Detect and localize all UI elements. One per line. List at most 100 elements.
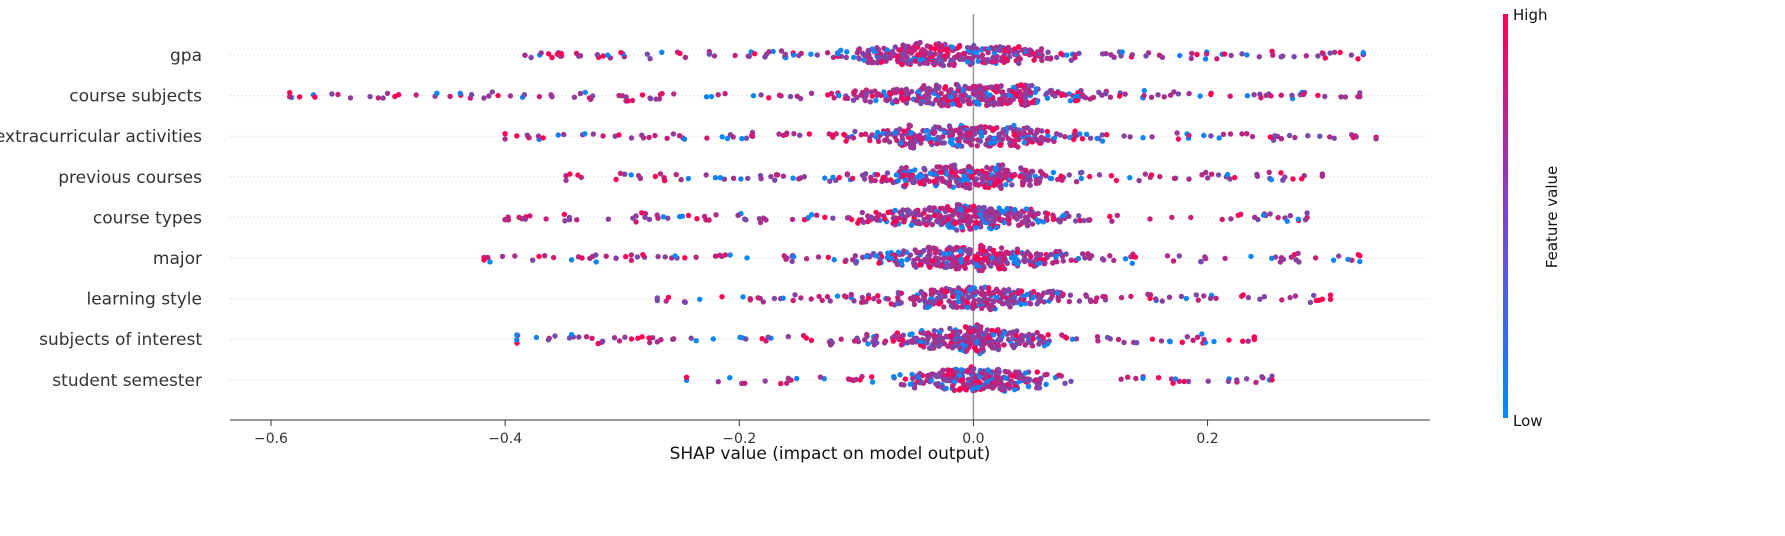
shap-point [1360,49,1367,56]
shap-point [1129,52,1136,58]
shap-point [600,53,606,59]
shap-point [872,177,878,184]
shap-point [525,134,532,141]
shap-point [902,376,909,382]
x-axis-title: SHAP value (impact on model output) [670,444,991,464]
shap-point [949,246,956,252]
shap-point [1330,257,1337,263]
shap-point [642,214,648,220]
shap-point [967,286,973,293]
shap-point [1290,176,1296,182]
shap-point [947,139,954,145]
shap-point [1018,288,1025,294]
shap-point [935,289,941,296]
shap-point [907,252,914,258]
shap-point [628,252,634,258]
shap-point [1094,135,1100,142]
shap-point [759,336,765,342]
shap-point [760,299,766,305]
shap-point [312,94,318,100]
shap-point [1251,92,1257,98]
shap-point [941,304,947,310]
shap-point [774,172,781,178]
shap-point [948,163,954,169]
shap-point [1022,218,1028,224]
shap-point [815,254,822,260]
shap-point [978,285,985,291]
shap-point [1319,171,1326,177]
shap-point [1014,49,1021,55]
feature-labels: gpa course subjects extracurricular activi… [0,46,202,391]
shap-point [1220,131,1227,137]
shap-point [1020,131,1027,137]
shap-point [1249,133,1256,140]
shap-point [796,52,802,59]
shap-point [1292,134,1298,141]
shap-point [943,377,950,384]
shap-point [1208,133,1214,139]
shap-point [916,297,923,303]
shap-point [990,102,997,108]
shap-point [995,366,1002,373]
shap-point [1272,254,1279,260]
shap-point [657,171,664,177]
shap-point [543,216,549,222]
shap-point [1125,374,1131,380]
shap-point [998,217,1004,224]
shap-point [949,44,955,50]
shap-point [1166,338,1173,344]
shap-point [1014,249,1021,256]
shap-point [739,135,745,142]
shap-point [924,377,930,383]
shap-point [998,83,1004,89]
shap-point [997,136,1004,143]
shap-point [434,90,440,96]
shap-point [905,95,911,102]
shap-point [885,131,891,137]
shap-point [1269,373,1275,379]
shap-point [865,218,871,225]
shap-point [1043,381,1049,387]
shap-point [973,225,979,231]
shap-point [1100,293,1106,300]
shap-point [1044,95,1051,101]
shap-point [1017,212,1024,218]
shap-point [1145,291,1151,297]
shap-point [964,133,971,139]
shap-point [917,338,924,345]
shap-point [926,178,933,184]
shap-point [1304,214,1310,221]
shap-point [956,264,963,270]
shap-point [808,212,815,218]
shap-point [938,213,944,220]
shap-point [468,91,475,98]
shap-point [706,51,713,57]
shap-point [955,88,961,94]
shap-point [724,135,731,142]
shap-point [740,294,746,300]
shap-point [1267,211,1273,217]
shap-point [979,260,985,266]
shap-point [1027,182,1033,188]
shap-point [988,263,994,269]
shap-point [1357,258,1363,265]
shap-point [1022,214,1029,220]
shap-point [950,212,956,218]
shap-point [1181,378,1187,385]
shap-point [966,246,972,253]
shap-point [662,254,668,260]
shap-point [933,97,939,103]
shap-point [834,293,841,299]
shap-point [710,336,716,342]
shap-point [1037,295,1043,301]
shap-point [489,89,495,95]
shap-point [1050,212,1056,218]
shap-point [950,329,956,335]
shap-point [892,333,898,339]
shap-point [1039,57,1045,64]
shap-point [1337,49,1343,56]
shap-point [988,302,994,309]
shap-point [730,175,737,181]
shap-point [683,374,690,380]
shap-point [976,205,982,211]
